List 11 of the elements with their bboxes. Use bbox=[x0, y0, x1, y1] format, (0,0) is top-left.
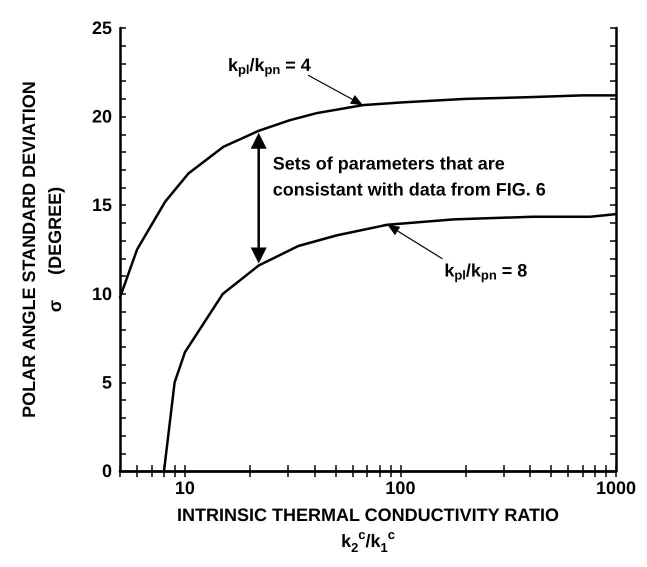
y-tick-label: 15 bbox=[92, 195, 112, 216]
x-tick-label: 10 bbox=[174, 478, 195, 498]
y-tick-label: 0 bbox=[102, 461, 112, 482]
y-axis-title: POLAR ANGLE STANDARD DEVIATION σ (DEGREE) bbox=[19, 81, 65, 418]
y-tick-label: 10 bbox=[92, 284, 112, 304]
y-tick-label: 20 bbox=[92, 106, 112, 127]
x-tick-label: 1000 bbox=[596, 478, 636, 498]
x-tick-label: 100 bbox=[385, 478, 416, 498]
annotation: Sets of parameters that are consistant with data from FIG. 6 bbox=[272, 154, 546, 200]
y-tick-label: 25 bbox=[92, 18, 112, 38]
y-tick-label: 5 bbox=[102, 372, 112, 392]
